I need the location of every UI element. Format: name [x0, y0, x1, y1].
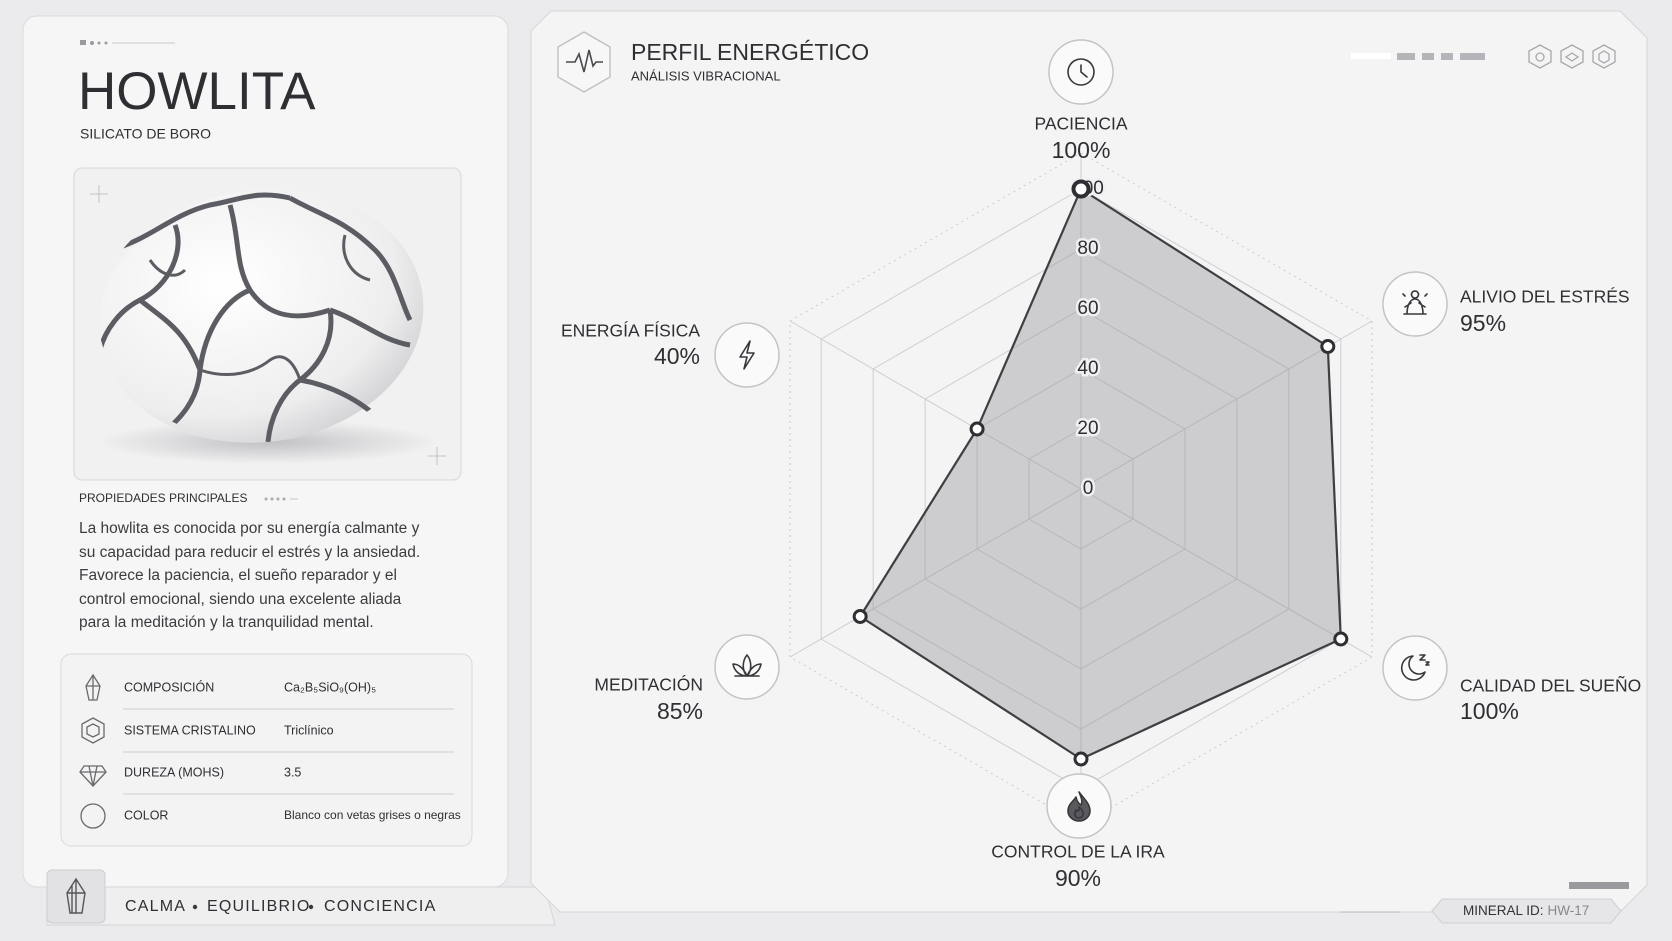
data-point [1073, 751, 1089, 767]
value-label: 95% [1460, 310, 1506, 336]
icon-glyph [739, 340, 755, 370]
stone-image [98, 189, 438, 464]
property-label: COMPOSICIÓN [124, 679, 214, 694]
value-label: 100% [1460, 698, 1519, 724]
chart-title: PERFIL ENERGÉTICO [631, 39, 869, 65]
tag: CONCIENCIA [324, 898, 436, 915]
crystal-icon [66, 877, 86, 914]
axis-label: ALIVIO DEL ESTRÉS [1460, 287, 1630, 307]
header-decor [1340, 44, 1629, 913]
section-dots [264, 497, 298, 501]
property-value: Blanco con vetas grises o negras [284, 808, 461, 822]
mineral-subtitle: SILICATO DE BORO [80, 126, 211, 142]
section-label: PROPIEDADES PRINCIPALES [79, 491, 248, 505]
r-tick-label: 0 [1083, 478, 1094, 499]
r-tick-label: 20 [1077, 418, 1098, 439]
value-label: 90% [1055, 865, 1101, 891]
axis-icon [1382, 271, 1448, 337]
mineral-id-pill [1431, 898, 1622, 924]
tag-separator [308, 904, 314, 910]
property-label: COLOR [124, 808, 168, 822]
axis-label: ENERGÍA FÍSICA [561, 321, 700, 341]
axis-label: MEDITACIÓN [594, 674, 703, 695]
tag-separator [192, 904, 198, 910]
icon-circle [714, 634, 780, 700]
property-icons [79, 673, 107, 829]
data-point [1071, 179, 1091, 199]
card-dots [80, 40, 175, 45]
axis-icon [1046, 773, 1112, 839]
spoke [1080, 488, 1373, 658]
axis-label: CALIDAD DEL SUEÑO [1460, 675, 1641, 696]
data-point [969, 421, 985, 437]
value-label: 85% [657, 698, 703, 724]
properties-box [60, 653, 473, 847]
spoke [789, 488, 1082, 658]
property-label: SISTEMA CRISTALINO [124, 723, 256, 737]
mineral-id-label: MINERAL ID: [1463, 903, 1544, 918]
data-point [852, 609, 868, 624]
icon-glyph [1067, 58, 1095, 86]
icon-circle [714, 322, 780, 388]
axis-label: CONTROL DE LA IRA [991, 842, 1165, 862]
value-label: 100% [1052, 137, 1111, 163]
mineral-id-value: HW-17 [1548, 903, 1590, 918]
tag: EQUILIBRIO [207, 898, 311, 915]
icon-glyph [1067, 791, 1091, 822]
property-value: Ca₂B₅SiO₉(OH)₅ [284, 680, 376, 694]
icon-glyph [732, 654, 762, 677]
chart-subtitle: ANÁLISIS VIBRACIONAL [631, 68, 781, 83]
mineral-id: MINERAL ID: HW-17 [1463, 903, 1589, 918]
r-tick-label: 60 [1077, 298, 1098, 319]
property-value: Triclínico [284, 723, 334, 737]
axis-label: PACIENCIA [1034, 114, 1127, 134]
value-label: 40% [654, 343, 700, 369]
icon-glyph [1402, 290, 1428, 315]
icon-circle [1382, 635, 1448, 701]
r-tick-label: 80 [1077, 238, 1098, 259]
property-label: DUREZA (MOHS) [124, 765, 224, 779]
axis-icon [1048, 39, 1114, 105]
axis-icon [714, 634, 780, 700]
radar-chart: 020406080100PACIENCIA100%ALIVIO DEL ESTR… [561, 39, 1641, 891]
icon-glyph [1400, 654, 1430, 681]
axis-icon [1382, 635, 1448, 701]
r-tick-label: 40 [1077, 358, 1098, 379]
header-icon [557, 31, 611, 93]
description: La howlita es conocida por su energía ca… [79, 520, 421, 631]
spoke [789, 320, 1082, 490]
data-point [1333, 631, 1349, 647]
property-value: 3.5 [284, 765, 301, 779]
axis-icon [714, 322, 780, 388]
property-separators [123, 708, 454, 795]
frame-crosshairs [90, 185, 446, 465]
mineral-name: HOWLITA [78, 62, 316, 121]
data-point [1320, 339, 1336, 354]
icon-circle [1382, 271, 1448, 337]
tag: CALMA [125, 898, 186, 915]
